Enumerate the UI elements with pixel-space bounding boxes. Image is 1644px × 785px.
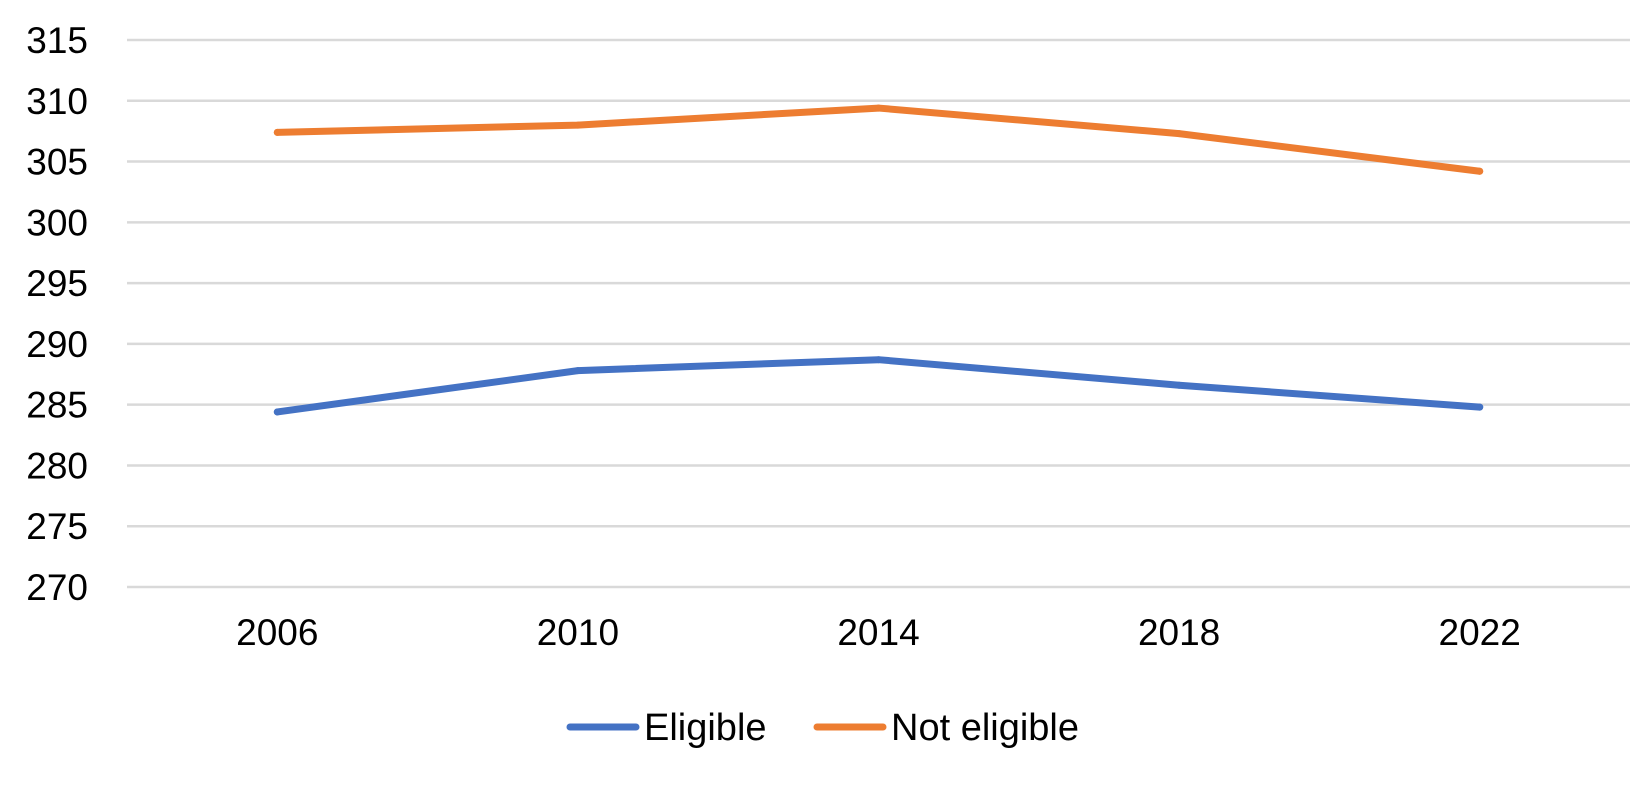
- y-tick-label: 310: [26, 81, 88, 122]
- y-tick-label: 305: [26, 142, 88, 183]
- legend-label-eligible: Eligible: [644, 707, 767, 749]
- y-tick-label: 300: [26, 202, 88, 243]
- y-tick-label: 315: [26, 20, 88, 61]
- y-tick-label: 295: [26, 263, 88, 304]
- y-tick-label: 280: [26, 445, 88, 486]
- x-tick-label: 2022: [1439, 612, 1521, 653]
- data-point-not-eligible: [273, 128, 281, 136]
- data-point-eligible: [574, 367, 582, 375]
- series-lines: [273, 104, 1484, 416]
- data-point-not-eligible: [1476, 167, 1484, 175]
- x-tick-label: 2014: [837, 612, 919, 653]
- gridlines: [127, 38, 1630, 589]
- legend: Eligible Not eligible: [566, 707, 1079, 749]
- y-tick-label: 290: [26, 324, 88, 365]
- y-tick-label: 285: [26, 385, 88, 426]
- y-axis-tick-labels: 270 275 280 285 290 295 300 305 310 315: [26, 20, 88, 608]
- x-tick-label: 2006: [236, 612, 318, 653]
- x-tick-label: 2018: [1138, 612, 1220, 653]
- data-point-not-eligible: [1175, 130, 1183, 138]
- y-tick-label: 270: [26, 567, 88, 608]
- x-axis-tick-labels: 2006 2010 2014 2018 2022: [236, 612, 1521, 653]
- legend-label-not-eligible: Not eligible: [891, 707, 1079, 749]
- data-point-eligible: [1476, 403, 1484, 411]
- data-point-not-eligible: [574, 121, 582, 129]
- data-point-eligible: [273, 408, 281, 416]
- y-tick-label: 275: [26, 506, 88, 547]
- data-point-not-eligible: [875, 104, 882, 112]
- x-tick-label: 2010: [537, 612, 619, 653]
- data-point-eligible: [875, 356, 882, 364]
- data-point-eligible: [1175, 381, 1183, 389]
